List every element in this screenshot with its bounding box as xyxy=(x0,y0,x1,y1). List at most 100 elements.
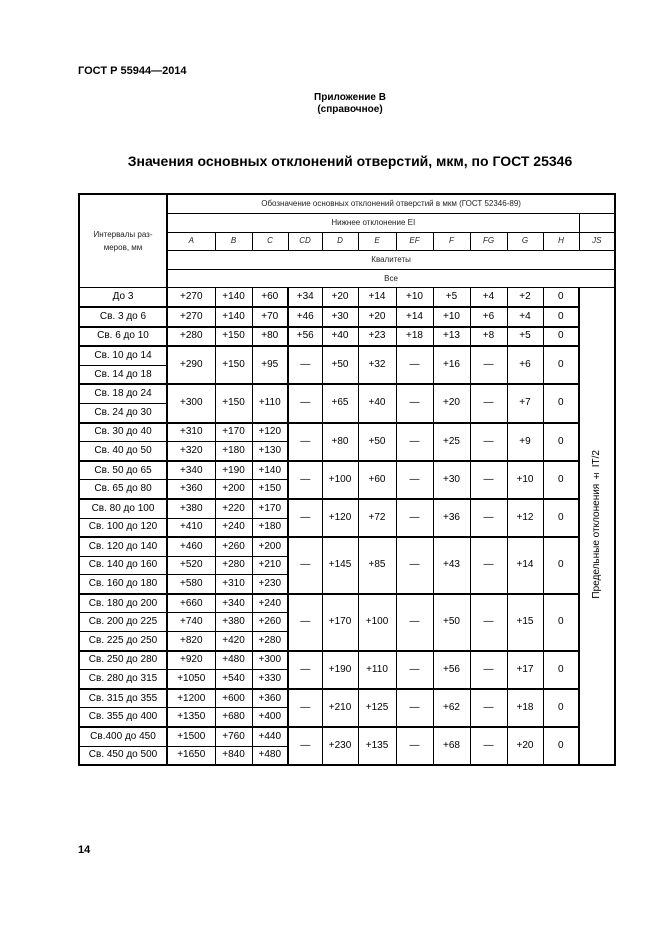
value-cell-h: 0 xyxy=(542,726,580,766)
table-row: Св. 250 до 280 +920 +480 +300— +190 +110— +56—… xyxy=(78,649,615,690)
value-cell-ef: +18 xyxy=(395,325,434,347)
column-header-a: A xyxy=(166,231,216,252)
value-cell-e: +32 xyxy=(357,345,397,385)
value-cell-f: +56 xyxy=(432,649,471,690)
js-column-cell: Предельные отклонения ± IT/2 xyxy=(577,287,616,766)
value-cell-e: +20 xyxy=(357,305,397,328)
interval-cell: Св. 10 до 14 xyxy=(78,345,168,366)
value-cell-fg: — xyxy=(469,536,508,595)
value-cell-a: +460 xyxy=(166,536,216,557)
value-cell-d: +210 xyxy=(321,687,359,728)
interval-cell: Св. 450 до 500 xyxy=(78,745,168,766)
interval-cell: Св. 3 до 6 xyxy=(78,305,168,328)
value-cell-cd: — xyxy=(287,726,323,766)
column-header-c: C xyxy=(251,231,289,252)
interval-cell: Св. 24 до 30 xyxy=(78,402,168,424)
value-cell-c: +240 xyxy=(251,592,289,614)
value-cell-g: +9 xyxy=(506,421,544,462)
value-cell-c: +210 xyxy=(251,555,289,576)
value-cell-f: +10 xyxy=(432,305,471,328)
value-cell-h: 0 xyxy=(542,345,580,385)
value-cell-f: +43 xyxy=(432,536,471,595)
empty-header-cell xyxy=(578,212,616,233)
column-header-ef: EF xyxy=(395,231,434,252)
value-cell-e: +135 xyxy=(357,726,397,766)
value-cell-ef: +10 xyxy=(395,287,434,308)
value-cell-cd: — xyxy=(287,649,323,690)
value-cell-d: +65 xyxy=(321,383,359,424)
value-cell-a: +300 xyxy=(166,383,216,424)
value-cell-cd: — xyxy=(287,345,323,385)
interval-cell: Св. 280 до 315 xyxy=(78,669,168,690)
column-header-g: G xyxy=(506,231,544,252)
value-cell-c: +120 xyxy=(251,421,289,443)
value-cell-a: +310 xyxy=(166,421,216,443)
value-cell-b: +680 xyxy=(214,707,253,728)
value-cell-fg: +8 xyxy=(469,325,508,347)
value-cell-c: +95 xyxy=(251,345,289,385)
value-cell-cd: +46 xyxy=(287,305,323,328)
value-cell-b: +760 xyxy=(214,726,253,747)
value-cell-ef: +14 xyxy=(395,305,434,328)
all-header: Все xyxy=(166,268,616,289)
value-cell-a: +1350 xyxy=(166,707,216,728)
table-row: Св. 180 до 200 +660 +340 +240— +170 +100— +50—… xyxy=(78,592,615,652)
interval-cell: Св. 180 до 200 xyxy=(78,592,168,614)
value-cell-c: +400 xyxy=(251,707,289,728)
value-cell-fg: — xyxy=(469,726,508,766)
value-cell-fg: — xyxy=(469,345,508,385)
value-cell-f: +13 xyxy=(432,325,471,347)
interval-cell: Св. 140 до 160 xyxy=(78,555,168,576)
value-cell-ef: — xyxy=(395,459,434,500)
value-cell-fg: — xyxy=(469,687,508,728)
value-cell-g: +12 xyxy=(506,497,544,538)
value-cell-ef: — xyxy=(395,726,434,766)
value-cell-g: +17 xyxy=(506,649,544,690)
value-cell-cd: — xyxy=(287,421,323,462)
value-cell-c: +150 xyxy=(251,479,289,500)
value-cell-fg: — xyxy=(469,649,508,690)
value-cell-g: +15 xyxy=(506,592,544,652)
value-cell-f: +30 xyxy=(432,459,471,500)
interval-cell: Св. 355 до 400 xyxy=(78,707,168,728)
interval-cell: Св. 18 до 24 xyxy=(78,383,168,404)
table-row: Св. 450 до 500 +1650 +840 +480 xyxy=(78,745,615,766)
table-row: Св. 65 до 80 +360 +200 +150 xyxy=(78,479,615,500)
value-cell-h: 0 xyxy=(542,287,580,308)
interval-cell: До 3 xyxy=(78,287,168,308)
column-header-cd: CD xyxy=(287,231,323,252)
value-cell-a: +740 xyxy=(166,612,216,633)
interval-cell: Св. 200 до 225 xyxy=(78,612,168,633)
value-cell-d: +230 xyxy=(321,726,359,766)
value-cell-a: +380 xyxy=(166,497,216,519)
value-cell-f: +36 xyxy=(432,497,471,538)
lower-deviation-header: Нижнее отклонение EI xyxy=(166,212,580,233)
interval-cell: Св. 160 до 180 xyxy=(78,574,168,595)
page-title: Значения основных отклонений отверстий, … xyxy=(127,153,573,169)
value-cell-a: +360 xyxy=(166,479,216,500)
standard-number: ГОСТ Р 55944—2014 xyxy=(78,65,187,77)
annex-type: (справочное) xyxy=(317,104,383,115)
value-cell-b: +600 xyxy=(214,687,253,709)
value-cell-g: +6 xyxy=(506,345,544,385)
value-cell-c: +260 xyxy=(251,612,289,633)
value-cell-d: +30 xyxy=(321,305,359,328)
value-cell-c: +230 xyxy=(251,574,289,595)
column-header-b: B xyxy=(214,231,253,252)
value-cell-b: +150 xyxy=(214,325,253,347)
table-row: Св. 10 до 14 +290 +150 +95— +50 +32— +16— +6 0 xyxy=(78,345,615,385)
table-row: Св. 3 до 6 +270 +140 +70 +46 +30 +20 +14 +10 +6 +4… xyxy=(78,305,615,328)
value-cell-h: 0 xyxy=(542,383,580,424)
value-cell-d: +100 xyxy=(321,459,359,500)
value-cell-c: +110 xyxy=(251,383,289,424)
value-cell-a: +660 xyxy=(166,592,216,614)
value-cell-d: +120 xyxy=(321,497,359,538)
table-row: Св. 355 до 400 +1350 +680 +400 xyxy=(78,707,615,728)
value-cell-a: +410 xyxy=(166,517,216,538)
table-row: Св.400 до 450 +1500 +760 +440— +230 +135— +68—… xyxy=(78,726,615,766)
value-cell-b: +170 xyxy=(214,421,253,443)
value-cell-c: +60 xyxy=(251,287,289,308)
value-cell-cd: — xyxy=(287,592,323,652)
value-cell-d: +80 xyxy=(321,421,359,462)
value-cell-a: +820 xyxy=(166,631,216,652)
